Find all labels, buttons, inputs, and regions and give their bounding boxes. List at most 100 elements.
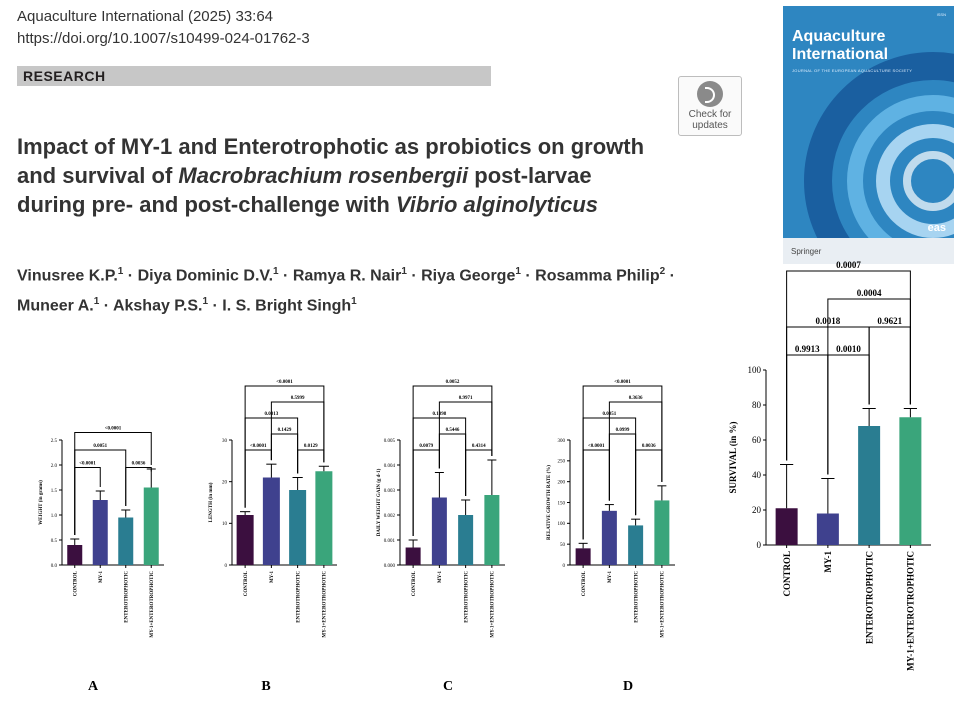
significance-bracket: [125, 467, 152, 506]
y-axis-label: WEIGHT (in grams): [39, 480, 44, 525]
author[interactable]: Rosamma Philip: [535, 267, 660, 285]
significance-bracket: [608, 433, 637, 516]
author[interactable]: Riya George: [421, 267, 516, 285]
p-value-label: <0.0001: [105, 427, 122, 432]
cover-society-logo: eas: [927, 222, 946, 234]
significance-bracket: [412, 385, 493, 536]
bar-my-1: [431, 497, 447, 565]
p-value-label: 0.5999: [291, 396, 305, 401]
y-tick-label: 50: [560, 543, 566, 548]
x-tick-label: ENTEROTROPHOTIC: [634, 571, 639, 623]
y-tick-label: 2.5: [51, 439, 58, 444]
y-tick-label: 20: [222, 480, 228, 485]
update-badge-icon: [697, 81, 723, 107]
bar-my-1: [92, 500, 108, 565]
x-tick-label: ENTEROTROPHOTIC: [864, 551, 874, 644]
significance-bracket: [582, 385, 663, 540]
y-tick-label: 0.004: [384, 464, 396, 469]
p-value-label: <0.0001: [614, 380, 631, 385]
x-tick-label: CONTROL: [412, 570, 417, 596]
p-value-label: 0.1429: [278, 428, 292, 433]
x-tick-label: ENTEROTROPHOTIC: [125, 571, 130, 623]
cover-subtitle: JOURNAL OF THE EUROPEAN AQUACULTURE SOCI…: [792, 68, 913, 73]
section-label: RESEARCH: [17, 66, 491, 86]
authors-line-2: Muneer A.1 · Akshay P.S.1 · I. S. Bright…: [17, 296, 357, 315]
cover-issn: ISSN: [936, 12, 946, 17]
x-tick-label: ENTEROTROPHOTIC: [296, 571, 301, 623]
bar-control: [575, 548, 591, 565]
authors-line-1: Vinusree K.P.1 · Diya Dominic D.V.1 · Ra…: [17, 266, 675, 285]
x-tick-label: MY-1: [99, 571, 104, 584]
y-tick-label: 100: [748, 365, 762, 375]
bar-enterotrophotic: [858, 426, 881, 545]
p-value-label: 0.4314: [472, 444, 486, 449]
x-tick-label: MY-1: [270, 571, 275, 584]
x-tick-label: CONTROL: [74, 570, 79, 596]
title-line-2: and survival of Macrobrachium rosenbergi…: [17, 163, 592, 188]
bar-chart-panel-a: 0.0 0.5 1.0 1.5 2.0 2.5 WEIGHT (in grams) CONTR…: [39, 427, 164, 694]
y-tick-label: 150: [558, 501, 566, 506]
bar-chart-panel-b: 0 10 20 30 LENGTH (in mm) CONTROL MY-1 ENTEROTR…: [209, 380, 337, 694]
y-tick-label: 0.5: [51, 539, 58, 544]
p-value-label: 0.5446: [446, 428, 460, 433]
y-tick-label: 10: [222, 522, 228, 527]
x-tick-label: MY-1+ENTEROTROPHOTIC: [323, 571, 328, 638]
significance-bracket: [786, 270, 911, 461]
y-tick-label: 0: [563, 564, 566, 569]
y-axis-label: DAILY WEIGHT GAIN (g d-1): [377, 468, 382, 536]
p-value-label: 0.0129: [304, 444, 318, 449]
y-tick-label: 300: [558, 439, 566, 444]
paper-title: Impact of MY-1 and Enterotrophotic as pr…: [17, 132, 707, 219]
bar-my-1-enterotrophotic: [143, 487, 159, 565]
y-tick-label: 80: [752, 400, 762, 410]
check-for-updates-button[interactable]: Check for updates: [678, 76, 742, 136]
x-tick-label: MY-1: [438, 571, 443, 584]
bar-enterotrophotic: [628, 525, 644, 565]
bar-chart-panel-d: 0 50 100 150 200 250 300 RELATIVE GROWTH RATE (…: [547, 380, 675, 694]
y-tick-label: 0.000: [384, 564, 396, 569]
p-value-label: 0.0004: [857, 288, 882, 298]
author[interactable]: Vinusree K.P.: [17, 267, 118, 285]
p-value-label: 0.9621: [877, 316, 902, 326]
author[interactable]: I. S. Bright Singh: [222, 297, 352, 315]
p-value-label: 0.0036: [642, 444, 656, 449]
check-updates-line2: updates: [692, 120, 728, 131]
significance-bracket: [438, 433, 467, 496]
p-value-label: 0.0051: [93, 444, 107, 449]
x-tick-label: CONTROL: [582, 570, 587, 596]
y-tick-label: 20: [752, 505, 762, 515]
cover-footer: [783, 238, 954, 264]
bar-enterotrophotic: [118, 517, 134, 565]
p-value-label: 0.9971: [459, 396, 473, 401]
y-tick-label: 0.003: [384, 489, 396, 494]
y-tick-label: 1.5: [51, 489, 58, 494]
author[interactable]: Ramya R. Nair: [292, 267, 402, 285]
author[interactable]: Akshay P.S.: [112, 297, 203, 315]
y-tick-label: 250: [558, 460, 566, 465]
author[interactable]: Diya Dominic D.V.: [137, 267, 274, 285]
y-tick-label: 0.001: [384, 539, 396, 544]
y-tick-label: 0.005: [384, 439, 396, 444]
p-value-label: 0.3636: [629, 396, 643, 401]
doi-link[interactable]: https://doi.org/10.1007/s10499-024-01762…: [17, 30, 310, 47]
p-value-label: <0.0001: [250, 444, 267, 449]
p-value-label: 0.0036: [132, 462, 146, 467]
p-value-label: <0.0001: [588, 444, 605, 449]
significance-bracket: [74, 432, 152, 535]
bar-control: [236, 515, 254, 565]
cover-title: Aquaculture International: [792, 28, 889, 63]
x-tick-label: CONTROL: [782, 551, 792, 597]
x-tick-label: MY-1+ENTEROTROPHOTIC: [491, 571, 496, 638]
panel-letter: C: [443, 679, 453, 694]
panel-letter: D: [623, 679, 633, 694]
species-name: Macrobrachium rosenbergii: [178, 163, 469, 188]
y-tick-label: 30: [222, 439, 228, 444]
y-tick-label: 200: [558, 480, 566, 485]
bar-control: [775, 508, 798, 545]
x-tick-label: CONTROL: [244, 570, 249, 596]
p-value-label: <0.0001: [276, 380, 293, 385]
title-line-3: during pre- and post-challenge with Vibr…: [17, 192, 599, 217]
x-tick-label: MY-1: [823, 551, 833, 573]
x-tick-label: MY-1+ENTEROTROPHOTIC: [661, 571, 666, 638]
author[interactable]: Muneer A.: [17, 297, 94, 315]
